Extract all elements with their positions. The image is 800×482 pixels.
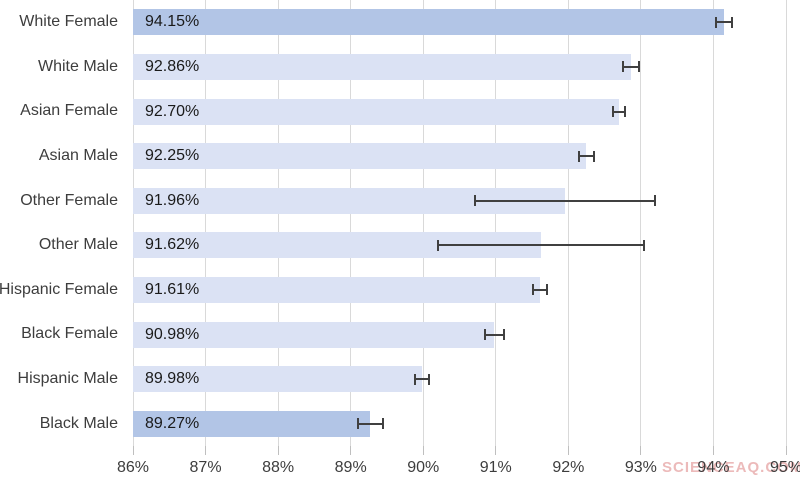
error-bar (484, 333, 504, 336)
bar (133, 410, 371, 437)
category-label: Asian Female (20, 102, 118, 120)
category-label: Black Male (39, 414, 118, 432)
category-label: White Female (19, 13, 118, 31)
x-axis-tick-label: 91% (479, 459, 512, 476)
error-bar (579, 155, 594, 158)
x-axis-tick-label: 92% (552, 459, 585, 476)
x-axis-tick (712, 446, 714, 455)
error-bar-cap-low (483, 329, 486, 340)
error-bar (532, 288, 548, 291)
x-axis-tick (640, 446, 642, 455)
error-bar-cap-high (546, 284, 549, 296)
value-label: 92.70% (145, 102, 200, 120)
x-axis-tick (567, 446, 569, 455)
value-label: 92.86% (145, 57, 200, 75)
bar (133, 98, 620, 125)
error-bar-cap-high (642, 239, 645, 251)
error-bar-cap-low (621, 61, 624, 73)
category-label: Asian Male (38, 147, 118, 165)
gridline (640, 0, 642, 446)
watermark: SCIENCEAQ.COM (662, 459, 800, 476)
x-axis-tick (422, 446, 424, 455)
value-label: 91.62% (145, 236, 200, 254)
x-axis-tick-label: 95% (769, 459, 800, 476)
bar (133, 9, 725, 36)
error-bar (716, 21, 733, 24)
error-bar-cap-low (578, 150, 581, 162)
gridline (205, 0, 207, 446)
error-bar (437, 244, 644, 247)
error-bar-cap-low (474, 195, 477, 207)
error-bar (414, 378, 429, 381)
error-bar-cap-high (502, 329, 505, 340)
error-bar-cap-low (531, 284, 534, 296)
x-axis-tick (785, 446, 787, 455)
error-bar (613, 110, 625, 113)
bar (133, 276, 541, 303)
x-axis-tick (277, 446, 279, 455)
x-axis-tick-label: 87% (189, 459, 222, 476)
gridline (422, 0, 424, 446)
error-bar-cap-high (654, 195, 657, 207)
value-label: 90.98% (145, 325, 200, 343)
error-bar-cap-high (637, 61, 640, 73)
error-bar-cap-low (436, 239, 439, 251)
category-label: Other Female (20, 191, 118, 209)
error-bar-cap-high (382, 418, 385, 430)
bar (133, 366, 422, 393)
error-bar-cap-low (356, 418, 359, 430)
bar (133, 53, 631, 80)
x-axis-tick-label: 86% (116, 459, 150, 476)
category-label: White Male (37, 57, 118, 75)
gridline (567, 0, 569, 446)
gridline (350, 0, 352, 446)
error-bar-cap-low (413, 373, 416, 385)
error-bar-cap-high (592, 150, 595, 162)
value-label: 91.96% (145, 191, 200, 209)
error-bar (475, 199, 656, 202)
gridline (277, 0, 279, 446)
x-axis-tick (132, 446, 134, 455)
value-label: 91.61% (145, 280, 200, 298)
error-bar-cap-high (428, 373, 431, 385)
x-axis-tick-label: 89% (334, 459, 367, 476)
bar (133, 143, 587, 170)
value-label: 89.98% (145, 370, 200, 388)
x-axis-tick (495, 446, 497, 455)
bar (133, 321, 495, 348)
error-bar-cap-high (623, 106, 626, 117)
gridline (132, 0, 134, 446)
x-axis-tick-label: 94% (697, 459, 730, 476)
error-bar-cap-high (731, 16, 734, 28)
x-axis-tick (205, 446, 207, 455)
gridline (712, 0, 714, 446)
error-bar-cap-low (715, 16, 718, 28)
error-bar-cap-low (612, 106, 615, 117)
category-label: Hispanic Male (17, 370, 118, 388)
category-label: Hispanic Female (0, 280, 118, 298)
gridline (785, 0, 787, 446)
x-axis-tick-label: 93% (624, 459, 657, 476)
value-label: 94.15% (145, 13, 200, 31)
x-axis-tick-label: 88% (262, 459, 295, 476)
category-label: Other Male (38, 236, 118, 254)
value-label: 89.27% (145, 414, 200, 432)
error-bar (357, 422, 384, 425)
x-axis-tick (350, 446, 352, 455)
category-label: Black Female (21, 325, 118, 343)
value-label: 92.25% (145, 147, 200, 165)
x-axis-tick-label: 90% (407, 459, 440, 476)
gridline (495, 0, 497, 446)
error-bar (622, 65, 639, 68)
